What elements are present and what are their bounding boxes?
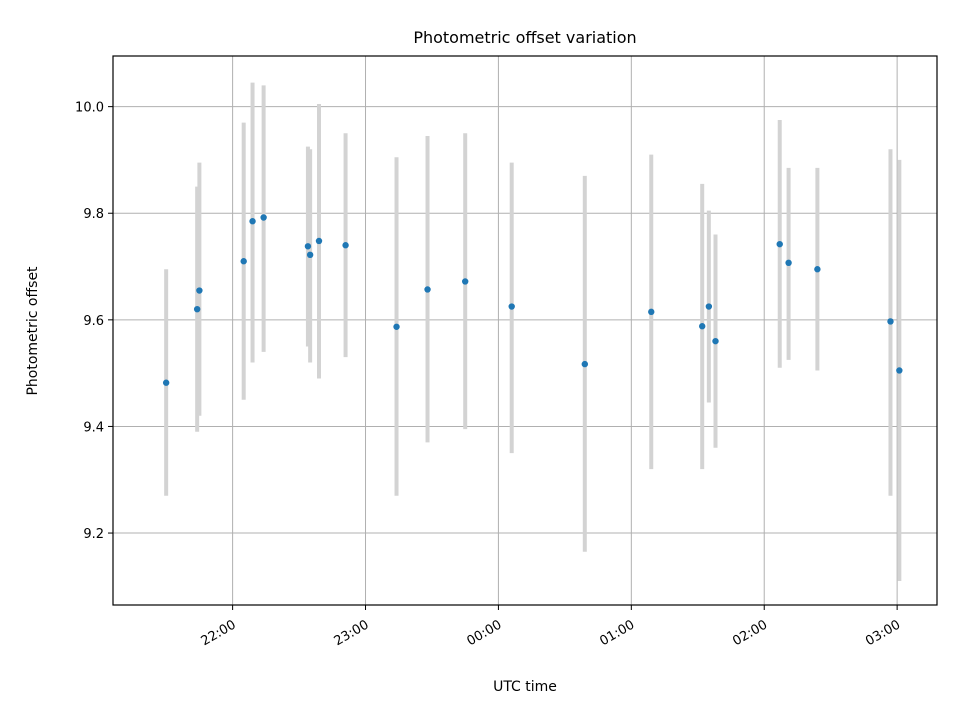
plot-frame [112,55,938,606]
data-point-0 [162,379,170,386]
data-point-2 [196,287,203,294]
data-point-10 [393,323,400,330]
data-point-20 [785,259,792,267]
y-tick-label: 9.8 [83,207,104,222]
data-point-7 [306,251,314,259]
y-tick-label: 9.2 [83,527,104,542]
data-point-16 [699,323,706,330]
x-tick-label: 02:00 [730,617,770,649]
x-tick-label: 01:00 [597,617,637,649]
grid-lines [113,56,937,605]
data-point-19 [776,240,783,248]
data-point-1 [193,305,201,313]
data-point-11 [424,286,431,293]
x-tick-label: 03:00 [863,617,903,649]
y-axis-ticks: 9.2 9.4 9.6 9.8 10.0 [75,101,113,542]
chart-title: Photometric offset variation [413,28,636,47]
data-point-3 [240,258,247,265]
data-point-15 [648,308,655,316]
data-point-5 [260,214,267,221]
x-axis-label: UTC time [493,679,557,695]
x-axis-ticks: 22:00 23:00 00:00 01:00 02:00 03:00 [199,605,903,649]
data-points [162,214,903,386]
y-tick-label: 9.6 [83,314,104,329]
y-tick-label: 10.0 [75,101,104,116]
data-point-22 [887,318,894,325]
data-point-9 [342,242,349,249]
data-point-8 [315,237,323,245]
data-point-21 [814,266,821,273]
y-tick-label: 9.4 [83,420,104,435]
x-tick-label: 00:00 [464,617,504,649]
data-point-17 [705,303,713,310]
x-tick-label: 23:00 [332,617,372,649]
y-axis-label: Photometric offset [25,266,41,396]
data-point-12 [461,278,469,285]
x-tick-label: 22:00 [199,617,239,649]
data-point-6 [304,243,312,250]
error-bars [164,82,902,582]
data-point-18 [712,337,719,345]
data-point-13 [508,303,515,310]
data-point-14 [581,360,589,368]
data-point-4 [249,218,256,225]
data-point-23 [896,367,903,374]
